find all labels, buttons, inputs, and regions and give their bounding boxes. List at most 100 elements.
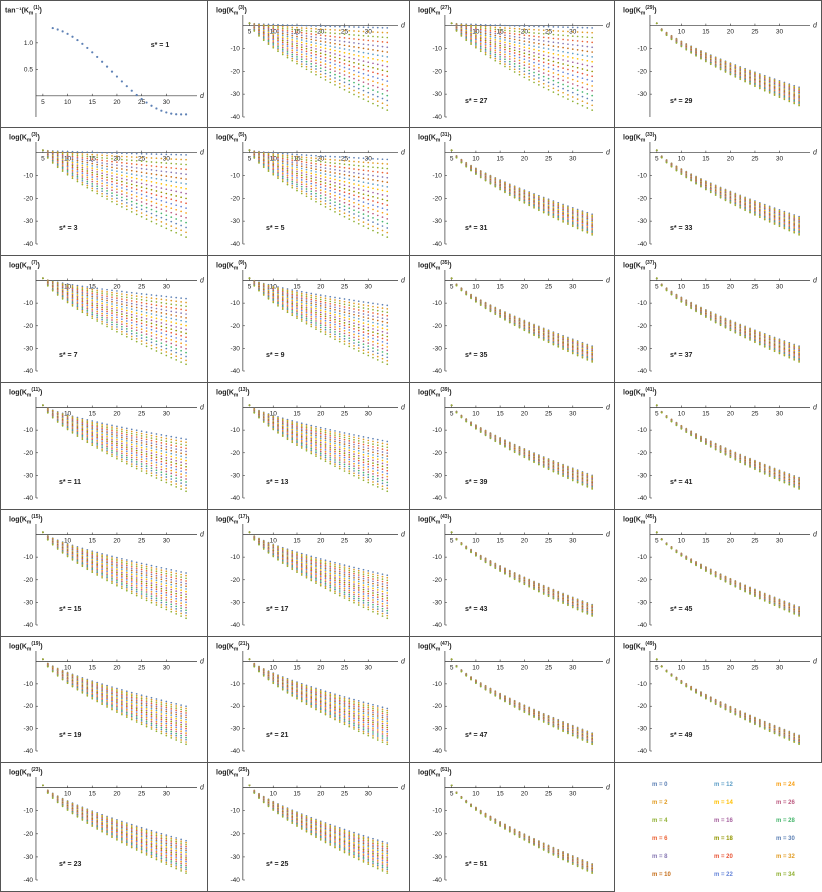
data-point [106,316,108,319]
data-point [310,167,313,170]
data-point [116,556,118,559]
data-point [111,186,113,189]
data-point [315,160,317,162]
data-point [101,445,103,447]
data-point [357,95,360,98]
data-point [76,306,79,309]
data-point [150,833,153,835]
data-point [101,561,103,564]
data-point [180,327,182,330]
data-point [61,30,64,33]
data-point [116,188,118,191]
data-point [170,846,173,848]
data-point [125,577,128,579]
data-point [71,301,74,304]
data-point [150,300,153,303]
data-point [111,175,113,177]
data-point [324,203,327,205]
data-point [376,68,379,70]
data-point [267,23,270,26]
data-point [150,836,153,838]
data-point [165,157,168,160]
data-point [155,841,158,843]
data-point [175,333,178,336]
data-point [291,171,294,173]
data-point [81,306,84,309]
data-point [125,573,128,576]
data-point [61,156,64,159]
data-point [362,89,365,92]
data-point [150,575,153,578]
data-point [286,180,289,182]
data-point [324,313,327,315]
data-point [101,318,103,321]
data-point [372,324,374,327]
x-tick-label: 5 [248,29,252,36]
data-point [111,699,113,702]
data-point [121,832,123,835]
x-tick-label: 15 [293,284,301,291]
data-point [170,153,173,156]
data-point [130,844,133,846]
data-point [372,66,374,69]
data-point [116,823,118,826]
data-point [81,160,84,163]
data-point [125,201,128,204]
data-point [343,298,346,300]
data-point [343,300,346,303]
data-point [121,177,123,180]
data-point [334,318,336,321]
data-point [125,195,128,198]
data-point [81,176,84,178]
data-point [185,734,187,737]
data-point [386,41,389,44]
data-point [130,842,133,845]
data-point [277,44,279,46]
data-point [277,50,279,53]
data-point [175,227,178,230]
data-point [185,709,187,712]
data-point [160,859,163,862]
data-point [121,837,123,840]
data-point [125,152,128,155]
data-point [165,299,168,301]
y-tick-label: -20 [24,831,34,838]
data-point [155,703,158,706]
data-point [324,304,327,306]
data-point [145,330,148,332]
data-point [96,447,99,449]
data-point [81,286,84,289]
data-point [175,722,178,724]
data-point [334,191,336,194]
data-point [121,168,123,170]
data-point [130,698,133,700]
data-point [386,85,389,87]
data-point [175,840,178,843]
data-point [185,862,187,865]
data-point [343,194,346,197]
data-point [125,826,128,828]
data-point [170,162,173,165]
data-point [334,311,336,314]
data-point [111,172,113,174]
data-point [96,314,99,317]
data-point [315,39,317,42]
data-point [160,157,163,160]
data-point [140,562,143,565]
data-point [386,27,389,29]
data-point [116,164,118,167]
data-point [180,586,182,589]
data-point [334,181,336,184]
data-point [61,166,64,169]
data-point [121,325,123,328]
data-point [300,153,303,156]
data-point [343,184,346,187]
data-point [51,416,54,419]
data-point [376,63,379,66]
data-point [310,315,313,318]
data-point [145,445,148,448]
data-point [343,212,346,215]
data-point [145,835,148,838]
data-point [106,299,108,302]
data-point [329,71,332,74]
